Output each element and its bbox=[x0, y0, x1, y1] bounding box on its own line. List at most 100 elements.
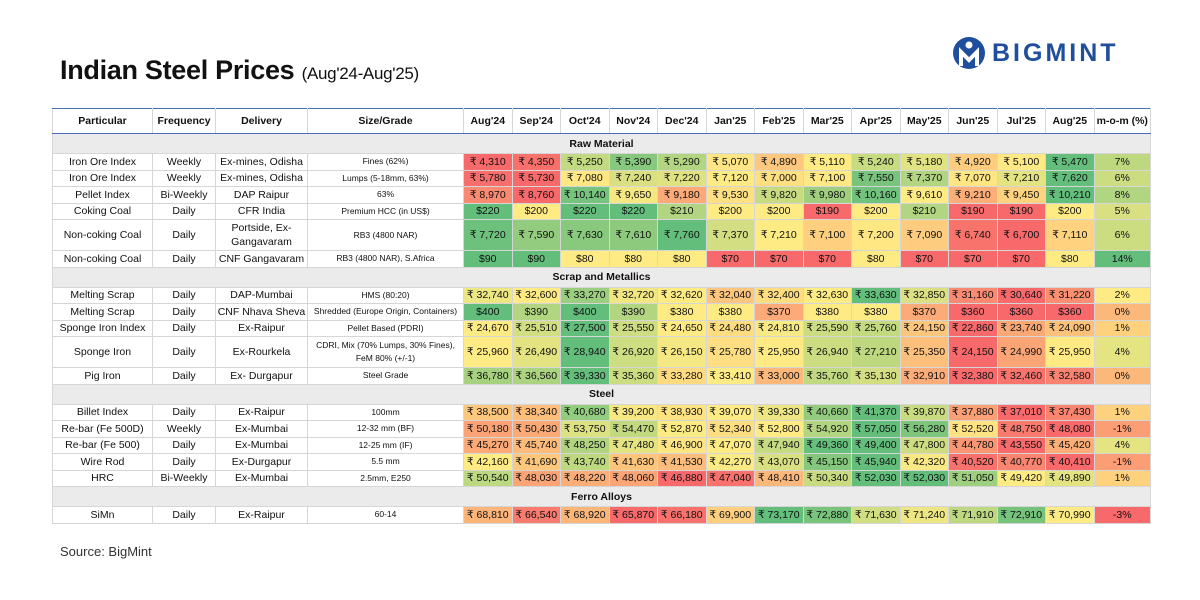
frequency: Daily bbox=[152, 403, 216, 421]
price-cell: ₹ 7,610 bbox=[608, 219, 658, 251]
frequency: Daily bbox=[152, 436, 216, 454]
data-row: Non-coking Coal Daily CNF Gangavaram RB3 (4… bbox=[52, 250, 1151, 268]
price-cell: $220 bbox=[608, 202, 658, 220]
price-cell: ₹ 35,360 bbox=[608, 367, 658, 385]
price-cell: ₹ 46,900 bbox=[657, 436, 707, 454]
price-cell: ₹ 42,270 bbox=[705, 453, 755, 471]
price-cell: $360 bbox=[1045, 303, 1095, 321]
price-cell: ₹ 24,670 bbox=[463, 319, 513, 337]
price-cell: ₹ 56,280 bbox=[899, 420, 949, 438]
frequency: Daily bbox=[152, 250, 216, 268]
price-cell: $380 bbox=[851, 303, 901, 321]
size-grade: Shredded (Europe Origin, Containers) bbox=[307, 303, 464, 321]
title: Indian Steel Prices bbox=[60, 55, 295, 85]
price-cell: ₹ 40,410 bbox=[1045, 453, 1095, 471]
price-cell: $70 bbox=[802, 250, 852, 268]
price-cell: ₹ 73,170 bbox=[754, 506, 804, 524]
price-cell: ₹ 70,990 bbox=[1045, 506, 1095, 524]
price-cell: ₹ 47,800 bbox=[899, 436, 949, 454]
particular: Billet Index bbox=[52, 403, 153, 421]
price-cell: ₹ 24,480 bbox=[705, 319, 755, 337]
price-cell: ₹ 32,380 bbox=[948, 367, 998, 385]
price-cell: ₹ 31,220 bbox=[1045, 286, 1095, 304]
price-cell: ₹ 38,340 bbox=[511, 403, 561, 421]
price-cell: $80 bbox=[657, 250, 707, 268]
price-cell: ₹ 5,390 bbox=[608, 153, 658, 171]
price-cell: ₹ 41,690 bbox=[511, 453, 561, 471]
price-cell: ₹ 39,330 bbox=[754, 403, 804, 421]
price-cell: ₹ 50,430 bbox=[511, 420, 561, 438]
price-cell: ₹ 50,540 bbox=[463, 469, 513, 487]
frequency: Daily bbox=[152, 453, 216, 471]
price-cell: $210 bbox=[899, 202, 949, 220]
delivery: Ex-Mumbai bbox=[215, 436, 308, 454]
price-cell: ₹ 10,210 bbox=[1045, 186, 1095, 204]
price-cell: ₹ 40,520 bbox=[948, 453, 998, 471]
price-cell: ₹ 7,630 bbox=[560, 219, 610, 251]
particular: Coking Coal bbox=[52, 202, 153, 220]
delivery: Ex-Durgapur bbox=[215, 453, 308, 471]
logo-icon bbox=[953, 37, 985, 69]
price-cell: ₹ 32,630 bbox=[802, 286, 852, 304]
price-cell: ₹ 24,990 bbox=[996, 336, 1046, 368]
size-grade: HMS (80:20) bbox=[307, 286, 464, 304]
price-cell: ₹ 24,150 bbox=[899, 319, 949, 337]
price-cell: ₹ 39,200 bbox=[608, 403, 658, 421]
column-header: Mar'25 bbox=[802, 108, 852, 134]
price-cell: ₹ 6,700 bbox=[996, 219, 1046, 251]
size-grade: 5.5 mm bbox=[307, 453, 464, 471]
price-cell: ₹ 52,870 bbox=[657, 420, 707, 438]
price-cell: ₹ 25,780 bbox=[705, 336, 755, 368]
price-cell: ₹ 52,340 bbox=[705, 420, 755, 438]
price-cell: ₹ 25,960 bbox=[463, 336, 513, 368]
frequency: Daily bbox=[152, 202, 216, 220]
price-cell: $190 bbox=[996, 202, 1046, 220]
section-row: Ferro Alloys bbox=[52, 486, 1151, 507]
data-row: SiMn Daily Ex-Raipur 60-14 ₹ 68,810 ₹ 66,540 ₹… bbox=[52, 506, 1151, 524]
price-cell: ₹ 5,290 bbox=[657, 153, 707, 171]
price-cell: $80 bbox=[1045, 250, 1095, 268]
price-cell: ₹ 54,470 bbox=[608, 420, 658, 438]
price-cell: $210 bbox=[657, 202, 707, 220]
price-cell: ₹ 7,370 bbox=[899, 169, 949, 187]
column-header: Particular bbox=[52, 108, 153, 134]
size-grade: CDRI, Mix (70% Lumps, 30% Fines), FeM 80… bbox=[307, 336, 464, 368]
mom-change: -1% bbox=[1093, 453, 1151, 471]
price-cell: ₹ 57,050 bbox=[851, 420, 901, 438]
price-cell: $380 bbox=[802, 303, 852, 321]
frequency: Daily bbox=[152, 319, 216, 337]
price-cell: ₹ 7,720 bbox=[463, 219, 513, 251]
price-cell: ₹ 4,350 bbox=[511, 153, 561, 171]
price-cell: $70 bbox=[996, 250, 1046, 268]
price-cell: ₹ 51,050 bbox=[948, 469, 998, 487]
delivery: Ex-Rourkela bbox=[215, 336, 308, 368]
mom-change: 1% bbox=[1093, 319, 1151, 337]
price-cell: $200 bbox=[705, 202, 755, 220]
price-cell: $200 bbox=[511, 202, 561, 220]
logo-text: BIGMINT bbox=[992, 38, 1119, 67]
price-cell: ₹ 47,940 bbox=[754, 436, 804, 454]
title-block: Indian Steel Prices (Aug'24-Aug'25) bbox=[60, 55, 419, 86]
price-cell: ₹ 5,780 bbox=[463, 169, 513, 187]
price-cell: $220 bbox=[463, 202, 513, 220]
data-row: Sponge Iron Index Daily Ex-Raipur Pellet Ba… bbox=[52, 319, 1151, 337]
price-cell: ₹ 48,750 bbox=[996, 420, 1046, 438]
price-cell: $80 bbox=[560, 250, 610, 268]
size-grade: Fines (62%) bbox=[307, 153, 464, 171]
mom-change: 5% bbox=[1093, 202, 1151, 220]
price-cell: $90 bbox=[463, 250, 513, 268]
price-cell: ₹ 25,350 bbox=[899, 336, 949, 368]
price-cell: ₹ 35,130 bbox=[851, 367, 901, 385]
price-cell: ₹ 7,200 bbox=[851, 219, 901, 251]
price-cell: ₹ 28,940 bbox=[560, 336, 610, 368]
price-cell: ₹ 25,590 bbox=[802, 319, 852, 337]
size-grade: 60-14 bbox=[307, 506, 464, 524]
price-table: Particular Frequency Delivery Size/Grade Aug… bbox=[52, 108, 1151, 524]
price-cell: ₹ 24,150 bbox=[948, 336, 998, 368]
price-cell: ₹ 9,450 bbox=[996, 186, 1046, 204]
frequency: Daily bbox=[152, 506, 216, 524]
price-cell: $90 bbox=[511, 250, 561, 268]
size-grade: 100mm bbox=[307, 403, 464, 421]
column-header: Jun'25 bbox=[948, 108, 998, 134]
particular: Pellet Index bbox=[52, 186, 153, 204]
